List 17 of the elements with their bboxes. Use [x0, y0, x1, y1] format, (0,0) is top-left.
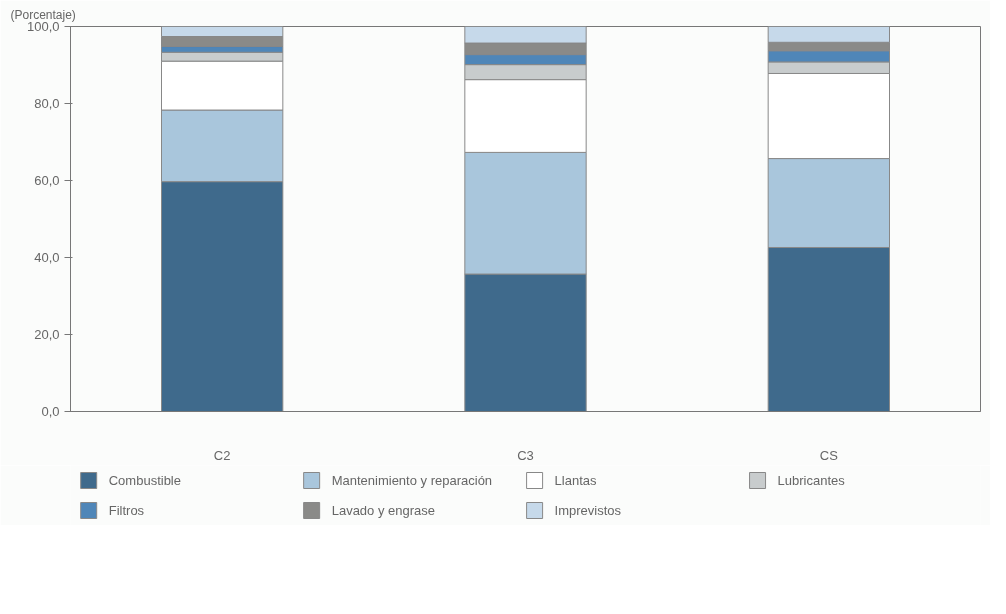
legend-label: Filtros: [108, 503, 145, 518]
legend-label: Lavado y engrase: [331, 503, 436, 518]
y-tick-label: 20,0: [34, 327, 60, 342]
y-tick-label: 40,0: [34, 250, 60, 265]
legend-label: Mantenimiento y reparación: [331, 473, 493, 488]
x-tick-label: C3: [517, 447, 534, 463]
legend-label: Imprevistos: [554, 503, 622, 518]
y-axis-title: (Porcentaje): [10, 7, 76, 22]
legend-label: Llantas: [554, 473, 598, 488]
legend-label: Combustible: [108, 473, 181, 488]
x-tick-label: CS: [819, 447, 839, 463]
y-tick-label: 100,0: [26, 19, 60, 34]
y-tick-label: 60,0: [34, 173, 60, 188]
y-tick-label: 80,0: [34, 96, 60, 111]
y-tick-label: 0,0: [41, 404, 60, 419]
x-tick-label: C2: [213, 447, 231, 463]
legend-label: Lubricantes: [777, 473, 846, 488]
